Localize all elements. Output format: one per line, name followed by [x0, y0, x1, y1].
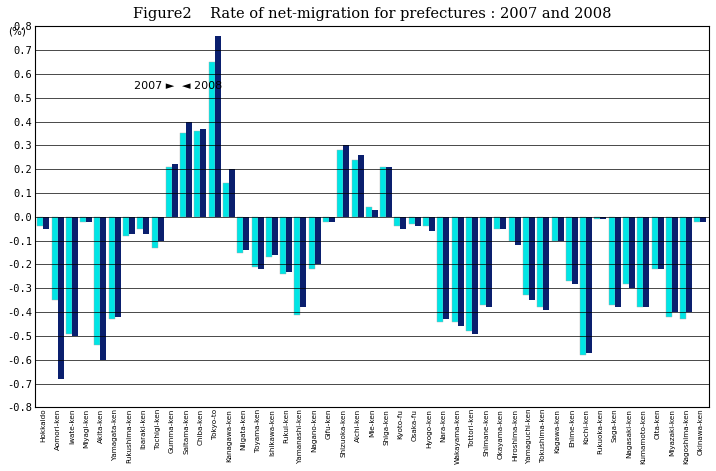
Bar — [586, 217, 592, 353]
Bar — [395, 217, 400, 227]
Bar — [466, 217, 472, 331]
Bar — [623, 217, 629, 284]
Bar — [558, 217, 563, 241]
Bar — [52, 217, 57, 300]
Bar — [572, 217, 578, 284]
Bar — [57, 217, 64, 379]
Bar — [215, 36, 221, 217]
Bar — [337, 150, 343, 217]
Bar — [143, 217, 150, 234]
Bar — [100, 217, 107, 360]
Bar — [601, 217, 606, 219]
Bar — [43, 217, 49, 229]
Bar — [166, 167, 172, 217]
Bar — [695, 217, 700, 222]
Bar — [415, 217, 421, 227]
Bar — [243, 217, 249, 250]
Bar — [180, 133, 186, 217]
Bar — [223, 184, 229, 217]
Bar — [686, 217, 692, 312]
Bar — [37, 217, 43, 227]
Bar — [380, 167, 386, 217]
Bar — [400, 217, 407, 229]
Bar — [637, 217, 644, 308]
Bar — [652, 217, 657, 269]
Bar — [529, 217, 535, 300]
Bar — [386, 167, 392, 217]
Bar — [372, 210, 378, 217]
Bar — [209, 62, 215, 217]
Bar — [509, 217, 515, 241]
Bar — [580, 217, 586, 355]
Bar — [551, 217, 558, 241]
Bar — [172, 164, 178, 217]
Bar — [80, 217, 86, 222]
Bar — [95, 217, 100, 346]
Bar — [329, 217, 335, 222]
Bar — [237, 217, 243, 252]
Bar — [495, 217, 500, 229]
Bar — [186, 122, 192, 217]
Bar — [251, 217, 258, 267]
Bar — [309, 217, 315, 269]
Bar — [352, 160, 357, 217]
Bar — [366, 207, 372, 217]
Title: Figure2    Rate of net-migration for prefectures : 2007 and 2008: Figure2 Rate of net-migration for prefec… — [132, 7, 611, 21]
Bar — [523, 217, 529, 295]
Bar — [115, 217, 121, 317]
Bar — [123, 217, 129, 236]
Bar — [515, 217, 521, 245]
Bar — [200, 129, 206, 217]
Bar — [301, 217, 306, 308]
Bar — [486, 217, 492, 308]
Bar — [137, 217, 143, 229]
Bar — [452, 217, 458, 322]
Bar — [229, 169, 235, 217]
Text: 2007 ►: 2007 ► — [135, 81, 175, 91]
Bar — [86, 217, 92, 222]
Bar — [109, 217, 115, 319]
Bar — [158, 217, 163, 241]
Bar — [429, 217, 435, 231]
Bar — [294, 217, 301, 315]
Bar — [152, 217, 158, 248]
Bar — [680, 217, 686, 319]
Bar — [537, 217, 543, 308]
Bar — [195, 131, 200, 217]
Bar — [272, 217, 278, 255]
Bar — [286, 217, 292, 272]
Text: (%): (%) — [8, 26, 26, 36]
Text: ◄ 2008: ◄ 2008 — [182, 81, 222, 91]
Bar — [472, 217, 478, 333]
Bar — [343, 146, 349, 217]
Bar — [700, 217, 707, 222]
Bar — [323, 217, 329, 222]
Bar — [666, 217, 672, 317]
Bar — [443, 217, 450, 319]
Bar — [409, 217, 415, 224]
Bar — [644, 217, 649, 308]
Bar — [566, 217, 572, 281]
Bar — [258, 217, 263, 269]
Bar — [458, 217, 463, 326]
Bar — [629, 217, 635, 288]
Bar — [66, 217, 72, 333]
Bar — [615, 217, 621, 308]
Bar — [657, 217, 664, 269]
Bar — [543, 217, 549, 310]
Bar — [357, 155, 364, 217]
Bar — [266, 217, 272, 257]
Bar — [500, 217, 506, 229]
Bar — [672, 217, 678, 312]
Bar — [423, 217, 429, 227]
Bar — [129, 217, 135, 234]
Bar — [315, 217, 321, 265]
Bar — [594, 217, 601, 219]
Bar — [480, 217, 486, 305]
Bar — [609, 217, 615, 305]
Bar — [437, 217, 443, 322]
Bar — [72, 217, 78, 336]
Bar — [280, 217, 286, 274]
